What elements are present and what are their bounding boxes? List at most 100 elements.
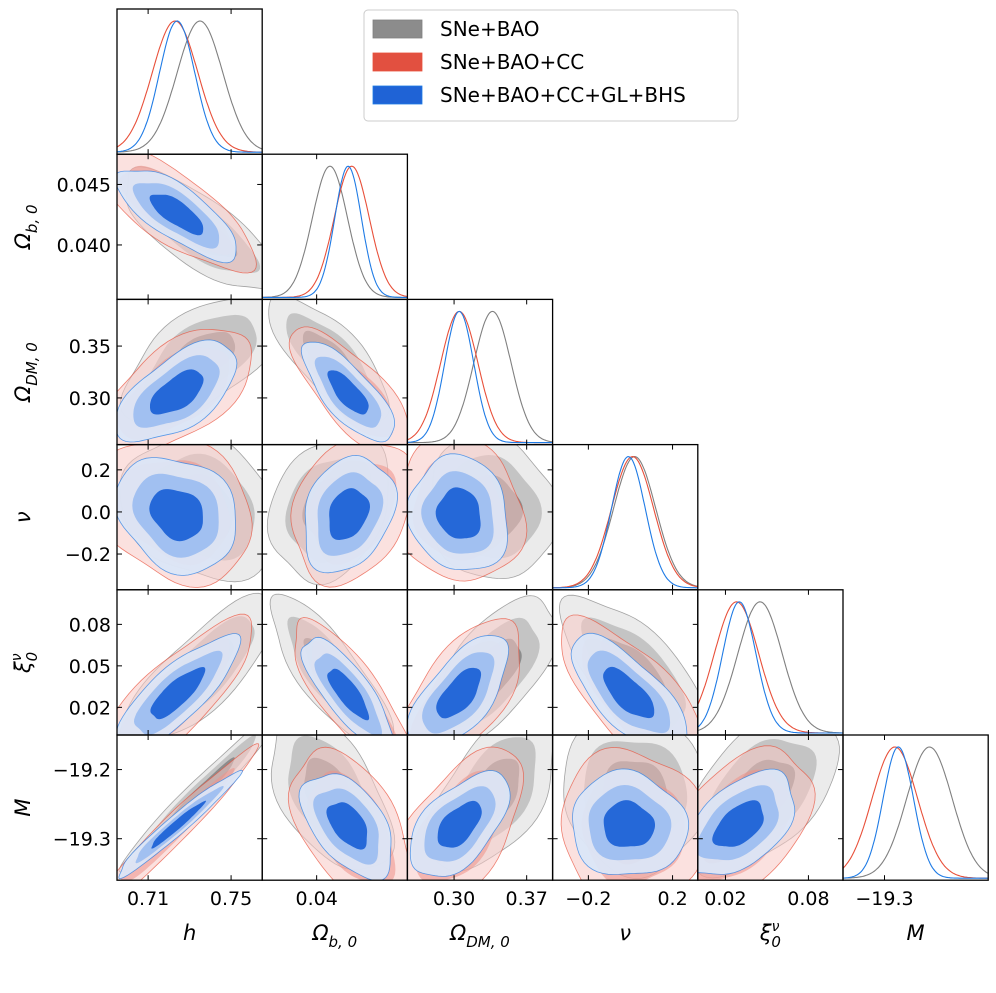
y-tick-label: 0.05 (69, 656, 111, 678)
y-tick-label: −0.2 (65, 544, 111, 566)
contour-panel-nu-vs-h (117, 444, 263, 588)
axis-label-main: Ω (11, 233, 35, 250)
contour-inner-sne-bao-cc-gl-bhs (603, 800, 655, 847)
y-tick-label: 0.0 (81, 502, 111, 524)
axis-label-main: M (11, 799, 35, 817)
marginal-line-sne-bao-cc (407, 310, 553, 444)
x-tick-label: 0.30 (433, 888, 475, 910)
contour-inner-sne-bao-cc-gl-bhs (150, 369, 204, 415)
x-tick-label: −19.3 (855, 888, 913, 910)
contour-panel-xi-vs-nu (558, 594, 698, 735)
contour-panel-xi-vs-h (117, 592, 263, 735)
axis-label-sub: b, 0 (329, 933, 358, 951)
axis-label-main: Ω (449, 921, 466, 945)
y-tick-label: −19.2 (53, 760, 111, 782)
contour-inner-sne-bao-cc-gl-bhs (435, 487, 481, 539)
marginal-panel-M (843, 746, 989, 879)
marginal-line-sne-bao-cc-gl-bhs (407, 310, 553, 444)
x-tick-label: 0.04 (295, 888, 337, 910)
contour-panel-M-vs-nu (560, 735, 698, 881)
contour-inner-sne-bao-cc-gl-bhs (326, 802, 368, 850)
axis-label-main: Ω (11, 386, 35, 403)
marginal-line-sne-bao-cc (843, 746, 989, 879)
marginal-line-sne-bao-cc-gl-bhs (262, 165, 408, 298)
y-axis-label-xi: ξν0 (9, 652, 41, 674)
y-tick-label: 0.30 (69, 388, 111, 410)
panel-frame (842, 734, 989, 881)
marginal-line-sne-bao-cc-gl-bhs (843, 746, 989, 879)
x-tick-label: 0.2 (657, 888, 687, 910)
axis-label-main: M (907, 921, 925, 945)
legend: SNe+BAO SNe+BAO+CC SNe+BAO+CC+GL+BHS (363, 9, 739, 122)
axis-label-sub: 0 (23, 652, 41, 662)
marginal-line-sne-bao (117, 20, 263, 153)
marginal-line-sne-bao (262, 165, 408, 298)
axis-label-main: ν (11, 511, 35, 523)
axis-label-main: ξ (11, 661, 35, 674)
contour-panel-ob-vs-h (117, 154, 263, 290)
y-axis-label-ob: Ωb, 0 (11, 204, 41, 250)
marginal-line-sne-bao-cc (552, 456, 698, 589)
legend-swatch (372, 85, 423, 105)
contour-panel-xi-vs-ob (269, 593, 408, 735)
axis-label-main: h (183, 921, 196, 945)
axis-label-sub: b, 0 (23, 204, 41, 233)
axis-label-main: ξ (759, 921, 772, 945)
contour-panel-M-vs-xi (697, 735, 840, 881)
marginal-line-sne-bao (697, 601, 843, 734)
axis-label-sub: DM, 0 (23, 342, 41, 386)
y-axis-label-M: M (11, 799, 35, 817)
contour-panel-M-vs-h (117, 735, 263, 881)
x-axis-label-xi: ξν 0 (759, 919, 781, 951)
marginal-line-sne-bao-cc (262, 165, 408, 298)
contour-inner-sne-bao-cc-gl-bhs (327, 668, 370, 721)
axis-label-main: Ω (311, 921, 328, 945)
x-tick-label: 0.08 (787, 888, 829, 910)
y-tick-label: 0.045 (57, 174, 111, 196)
marginal-panel-h (117, 20, 263, 153)
x-axis-label-h: h (183, 921, 196, 945)
marginal-line-sne-bao-cc (117, 20, 263, 153)
contour-inner-sne-bao-cc-gl-bhs (327, 370, 369, 415)
legend-swatch (372, 19, 423, 39)
legend-label: SNe+BAO+CC (440, 50, 584, 74)
x-tick-label: 0.75 (210, 888, 252, 910)
contour-inner-sne-bao-cc-gl-bhs (329, 488, 370, 540)
x-tick-label: 0.02 (704, 888, 746, 910)
marginal-panel-odm (407, 310, 553, 444)
contour-inner-sne-bao-cc-gl-bhs (151, 800, 206, 849)
contour-panel-M-vs-odm (407, 735, 553, 881)
y-axis-label-odm: ΩDM, 0 (11, 342, 41, 403)
contour-inner-sne-bao-cc-gl-bhs (149, 489, 203, 542)
legend-label: SNe+BAO+CC+GL+BHS (440, 83, 686, 107)
contour-inner-sne-bao-cc-gl-bhs (150, 667, 206, 720)
marginal-line-sne-bao-cc-gl-bhs (552, 456, 698, 589)
x-tick-label: −0.2 (565, 888, 611, 910)
x-tick-label: 0.37 (506, 888, 548, 910)
x-axis-label-odm: ΩDM, 0 (449, 921, 510, 951)
axis-label-sub: 0 (771, 933, 781, 951)
marginal-line-sne-bao-cc-gl-bhs (117, 20, 263, 153)
panel-frame (116, 8, 263, 155)
contour-inner-sne-bao-cc-gl-bhs (436, 667, 482, 719)
y-tick-label: −19.3 (53, 829, 111, 851)
marginal-panel-xi (697, 601, 843, 734)
marginal-line-sne-bao (843, 746, 989, 879)
y-tick-label: 0.35 (69, 336, 111, 358)
y-tick-label: 0.08 (69, 614, 111, 636)
marginal-line-sne-bao (552, 456, 698, 589)
axis-label-sup: ν (9, 653, 25, 661)
contour-inner-sne-bao-cc-gl-bhs (712, 800, 764, 847)
contour-inner-sne-bao-cc-gl-bhs (603, 666, 655, 719)
y-tick-label: 0.2 (81, 460, 111, 482)
contour-inner-sne-bao-cc-gl-bhs (437, 800, 482, 848)
contour-panel-odm-vs-ob (268, 299, 408, 445)
contour-panel-M-vs-ob (270, 735, 408, 881)
marginal-panel-ob (262, 165, 408, 298)
panel-frame (697, 589, 844, 736)
contour-panel-nu-vs-ob (266, 444, 408, 588)
marginal-panel-nu (552, 456, 698, 589)
x-tick-label: 0.71 (127, 888, 169, 910)
y-tick-label: 0.02 (69, 697, 111, 719)
